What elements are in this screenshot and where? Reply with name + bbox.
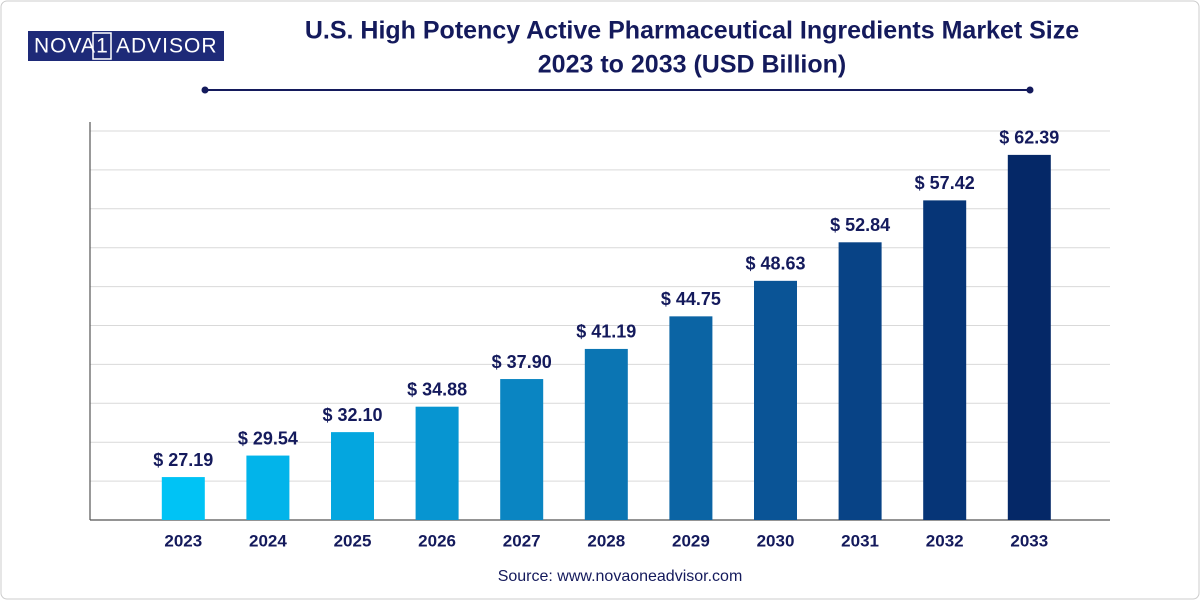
logo-text: ADVISOR	[116, 35, 218, 58]
value-label: $ 41.19	[576, 322, 636, 342]
x-tick-label: 2032	[926, 531, 964, 550]
value-label: $ 57.42	[915, 173, 975, 193]
value-label: $ 48.63	[745, 254, 805, 274]
x-tick-label: 2029	[672, 531, 710, 550]
logo-text: NOVA	[34, 35, 96, 58]
x-tick-label: 2031	[841, 531, 879, 550]
bar	[246, 455, 290, 520]
logo-text: 1	[96, 35, 108, 58]
value-label: $ 37.90	[492, 352, 552, 372]
value-label: $ 52.84	[830, 215, 890, 235]
x-tick-label: 2025	[334, 531, 372, 550]
bar	[923, 200, 967, 521]
x-tick-label: 2023	[164, 531, 202, 550]
x-tick-label: 2026	[418, 531, 456, 550]
x-tick-label: 2024	[249, 531, 287, 550]
x-tick-label: 2033	[1010, 531, 1048, 550]
x-tick-label: 2030	[757, 531, 795, 550]
bar	[754, 280, 797, 520]
value-label: $ 29.54	[238, 428, 298, 448]
chart-subtitle: 2023 to 2033 (USD Billion)	[538, 51, 846, 79]
rule-dot	[201, 86, 209, 94]
x-tick-label: 2027	[503, 531, 541, 550]
value-label: $ 27.19	[153, 450, 213, 470]
bar	[331, 432, 374, 520]
logo-bg	[28, 31, 224, 61]
logo-box	[92, 32, 112, 60]
bar	[415, 406, 459, 520]
value-label: $ 34.88	[407, 379, 467, 399]
bar	[500, 379, 544, 520]
bar	[1007, 154, 1051, 521]
bar	[584, 348, 628, 520]
value-label: $ 32.10	[322, 405, 382, 425]
bar	[669, 316, 713, 520]
chart-title: U.S. High Potency Active Pharmaceutical …	[305, 17, 1079, 45]
source: Source: www.novaoneadvisor.com	[498, 568, 743, 585]
bar	[838, 242, 882, 521]
x-tick-label: 2028	[587, 531, 625, 550]
rule-dot	[1026, 86, 1034, 94]
value-label: $ 62.39	[999, 128, 1059, 148]
value-label: $ 44.75	[661, 289, 721, 309]
logo: NOVA 1 ADVISOR	[28, 31, 224, 61]
bar	[161, 477, 205, 520]
